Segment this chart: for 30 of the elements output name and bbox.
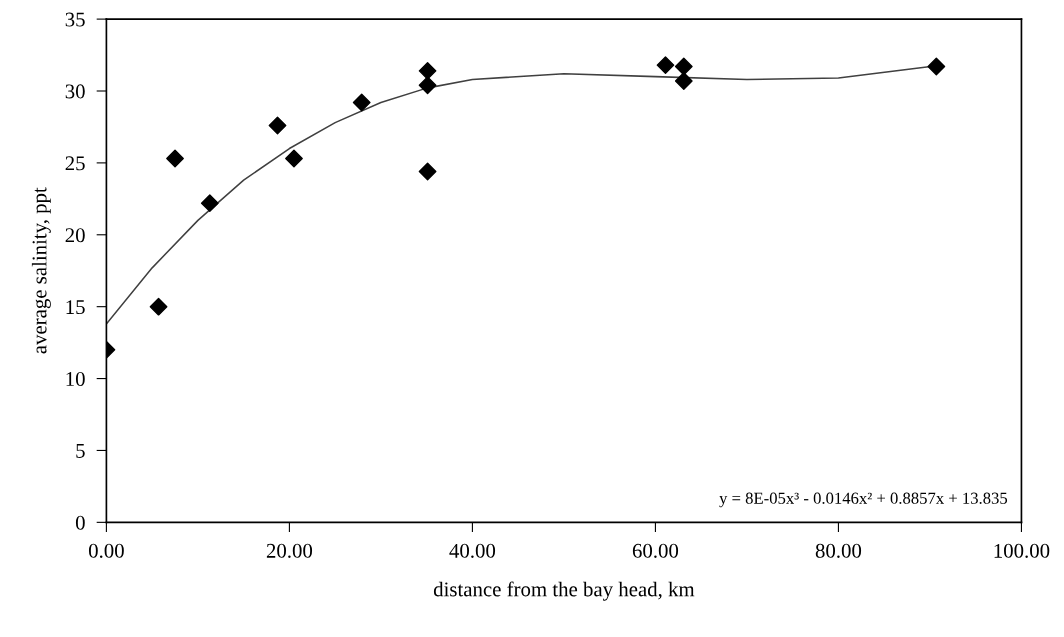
point [352, 93, 371, 112]
point [656, 56, 675, 75]
y-tick-label: 10 [66, 371, 85, 386]
x-axis-title: distance from the bay head, km [433, 581, 695, 601]
point [674, 57, 693, 76]
point [418, 162, 437, 181]
point [418, 61, 437, 80]
annotation: y = 8E-05x³ - 0.0146x² + 0.8857x + 13.835 [719, 492, 1008, 508]
x-tick-label: 0.00 [88, 543, 124, 558]
y-tick-label: 5 [76, 444, 85, 458]
y-tick-label: 15 [66, 300, 85, 315]
point [268, 116, 287, 135]
x-tick-label: 40.00 [449, 543, 496, 558]
point [149, 297, 168, 316]
point [927, 57, 946, 76]
point [674, 72, 693, 90]
x-tick-label: 100.00 [994, 543, 1050, 558]
y-tick-label: 30 [65, 84, 85, 99]
x-tick-label: 60.00 [632, 543, 679, 558]
y-tick-label: 25 [65, 156, 85, 171]
point [418, 76, 437, 95]
x-tick-label: 20.00 [266, 543, 313, 558]
y-tick-label: 35 [65, 12, 85, 27]
x-tick-label: 80.00 [815, 543, 862, 558]
y-tick-label: 20 [65, 228, 85, 243]
point [285, 149, 303, 168]
y-axis-title: average salinity, ppt [31, 187, 51, 354]
point [200, 194, 219, 213]
y-tick-label: 0 [75, 515, 85, 530]
point [166, 149, 184, 168]
